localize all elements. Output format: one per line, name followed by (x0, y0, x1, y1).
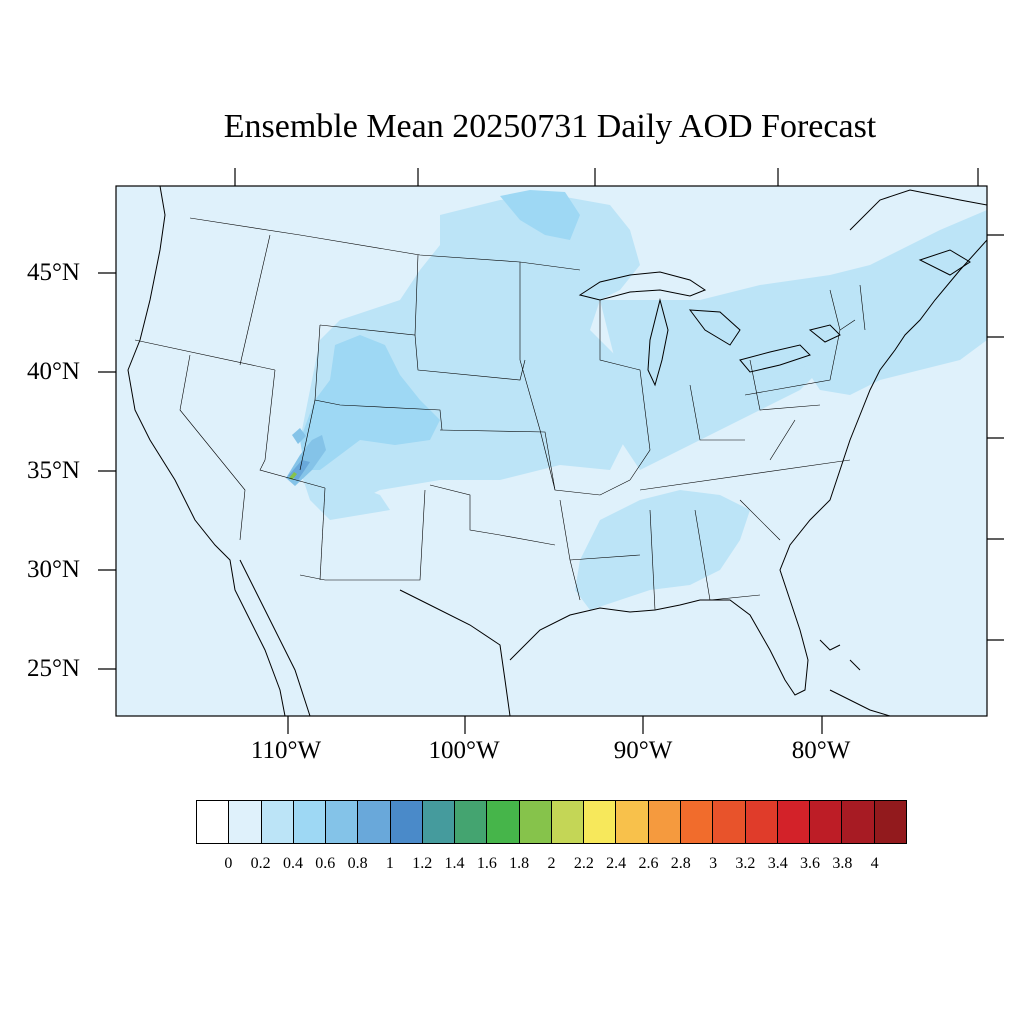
colorbar-label-6: 1.2 (412, 855, 433, 872)
colorbar-label-19: 3.8 (832, 855, 853, 872)
colorbar-label-2: 0.4 (282, 855, 303, 872)
map-frame (115, 185, 988, 717)
colorbar-cell-17 (745, 801, 778, 843)
colorbar-label-1: 0.2 (250, 855, 271, 872)
lat-label-30: 30°N (26, 556, 80, 583)
colorado-wyoming-plume (300, 335, 440, 470)
colorbar-label-20: 4 (870, 855, 879, 872)
northeast-band (700, 210, 987, 395)
colorbar-cell-8 (455, 801, 488, 843)
colorbar-label-10: 2 (547, 855, 556, 872)
state-boundaries (134, 217, 866, 611)
colorbar-cell-5 (358, 801, 391, 843)
utah-arizona-hotspot (289, 472, 297, 480)
colorbar-cell-15 (680, 801, 714, 843)
colorbar-cell-4 (326, 801, 359, 843)
lon-label-90w: 90°W (613, 737, 673, 764)
lon-label-80w: 80°W (791, 737, 851, 764)
colorbar-label-0: 0 (224, 855, 233, 872)
colorbar-label-4: 0.8 (347, 855, 368, 872)
colorbar-cell-20 (842, 801, 875, 843)
colorbar-cell-12 (584, 801, 617, 843)
colorbar-cell-2 (261, 801, 294, 843)
colorbar-label-18: 3.6 (800, 855, 821, 872)
colorbar-cell-19 (810, 801, 843, 843)
colorbar-cell-9 (487, 801, 520, 843)
colorbar-label-17: 3.4 (767, 855, 788, 872)
midwest-lobe (600, 300, 830, 470)
colorbar-cell-7 (422, 801, 456, 843)
colorbar-cell-10 (519, 801, 552, 843)
lat-label-40: 40°N (26, 358, 80, 385)
aod-field (286, 190, 987, 610)
colorbar-label-11: 2.2 (573, 855, 594, 872)
coastlines (127, 186, 987, 716)
colorbar-cell-18 (777, 801, 811, 843)
colorbar-label-7: 1.4 (444, 855, 465, 872)
colorbar-label-5: 1 (385, 855, 394, 872)
colorbar-cell-16 (713, 801, 746, 843)
colorbar-label-3: 0.6 (315, 855, 336, 872)
colorbar-label-15: 3 (709, 855, 718, 872)
canada-border-plume (500, 190, 580, 240)
colorbar-cell-0 (197, 801, 230, 843)
colorbar (196, 800, 907, 844)
colorbar-label-16: 3.2 (735, 855, 756, 872)
map-title: Ensemble Mean 20250731 Daily AOD Forecas… (223, 108, 877, 145)
utah-secondary-core (292, 428, 306, 444)
colorbar-cell-14 (648, 801, 681, 843)
colorbar-cell-1 (229, 801, 262, 843)
southeast-band (575, 490, 750, 610)
colorbar-label-8: 1.6 (476, 855, 497, 872)
lon-label-100w: 100°W (428, 737, 500, 764)
colorbar-cell-11 (551, 801, 585, 843)
lon-label-110w: 110°W (250, 737, 322, 764)
colorbar-label-9: 1.8 (509, 855, 530, 872)
lat-label-35: 35°N (26, 457, 80, 484)
map-ticks (98, 168, 1004, 734)
southwest-plume (300, 470, 390, 520)
colorbar-cell-21 (874, 801, 906, 843)
lat-label-45: 45°N (26, 259, 80, 286)
colorbar-cell-6 (390, 801, 423, 843)
colorbar-cell-13 (616, 801, 649, 843)
colorbar-label-14: 2.8 (670, 855, 691, 872)
lat-label-25: 25°N (26, 655, 80, 682)
colorbar-cell-3 (293, 801, 327, 843)
colorbar-label-12: 2.4 (606, 855, 627, 872)
colorbar-label-13: 2.6 (638, 855, 659, 872)
